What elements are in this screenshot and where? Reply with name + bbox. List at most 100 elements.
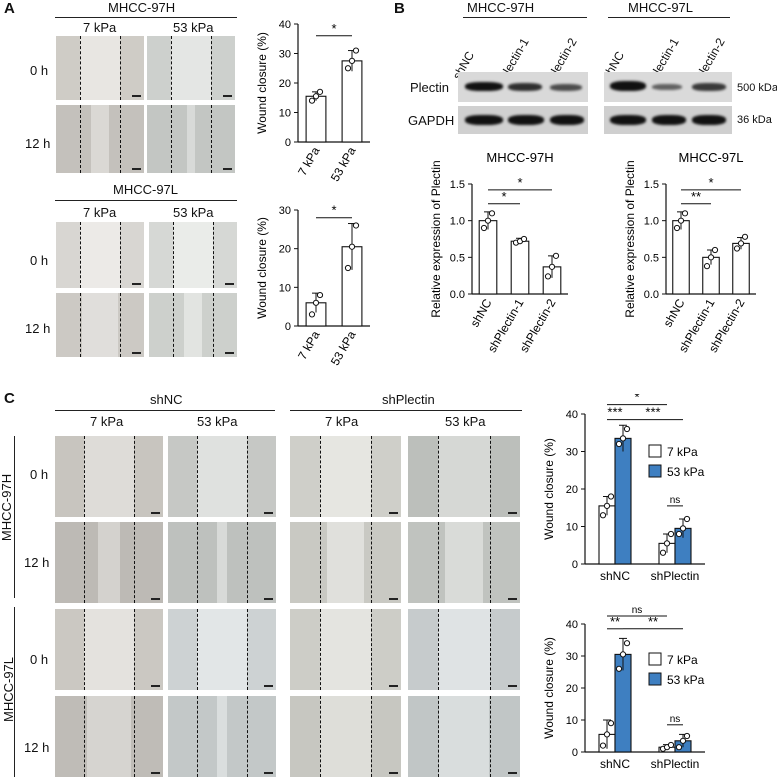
y-tick-label: 30 [279,205,291,217]
a-top-cell-label: MHCC-97H [108,0,176,15]
data-point [344,264,352,272]
c-row1-bracket [14,436,15,598]
a-bottom-t12: 12 h [25,321,51,336]
y-tick-label: 0.5 [644,252,659,264]
c-row-cell-97l: MHCC-97L [1,656,17,723]
c-t12-b: 12 h [24,740,50,755]
data-point [673,224,681,232]
data-point [344,65,352,72]
a-bottom-t0: 0 h [30,253,49,268]
b-row-gapdh: GAPDH [408,113,455,128]
data-point [603,731,611,738]
micrograph [290,522,401,603]
data-point [679,737,687,744]
micrograph [168,609,276,690]
micrograph [149,293,237,357]
data-point [607,720,615,727]
y-tick-label: 40 [566,619,578,631]
y-tick-label: 1.0 [450,216,465,228]
c-t12-a: 12 h [24,555,50,570]
x-tick-label: shNC [600,569,630,583]
y-tick-label: 1.5 [450,179,465,191]
y-tick-label: 10 [566,715,578,727]
micrograph [56,293,144,357]
legend-label: 7 kPa [667,653,698,667]
data-point [599,512,607,519]
data-point [312,299,320,306]
a-top-t12: 12 h [25,136,51,151]
y-axis-label: Wound closure (%) [255,217,269,319]
a-bottom-divider [55,200,237,201]
data-point [348,57,356,64]
significance-label: ns [632,605,643,616]
legend-swatch [648,672,662,686]
data-point [677,217,685,224]
western-blot-plectin-97h [458,72,588,102]
b-kda-36: 36 kDa [737,114,772,126]
c-t0-a: 0 h [30,467,49,482]
bar [510,240,530,295]
b-cell-h: MHCC-97H [467,0,535,15]
y-tick-label: 1.0 [644,216,659,228]
significance-label: *** [607,405,622,420]
micrograph [168,522,276,603]
y-tick-label: 20 [279,244,291,256]
y-tick-label: 10 [279,108,291,120]
a-top-t0: 0 h [30,63,49,78]
y-axis-label: Relative expression of Plectin [429,160,443,317]
data-point [733,245,741,252]
micrograph [147,36,235,100]
micrograph [149,222,237,288]
c-cond2-b: 53 kPa [445,414,486,429]
y-tick-label: 30 [566,447,578,459]
micrograph [56,36,144,100]
c-row-cell-97h: MHCC-97H [0,473,15,542]
data-point [623,640,631,647]
x-tick-label: shNC [600,757,630,771]
data-point [615,440,623,448]
significance-label: * [517,175,522,190]
data-point [711,246,719,254]
data-point [667,741,675,749]
a-top-cond1: 7 kPa [83,20,117,35]
bar [614,437,632,565]
y-tick-label: 20 [566,683,578,695]
b-kda-500: 500 kDa [737,82,777,94]
y-tick-label: 10 [279,282,291,294]
data-point [667,530,675,538]
x-tick-label: 7 kPa [295,144,323,178]
data-point [737,240,745,247]
c-t0-b: 0 h [30,652,49,667]
micrograph [168,436,276,517]
a-bottom-cond1: 7 kPa [83,205,117,220]
data-point [312,93,320,100]
y-tick-label: 20 [566,484,578,496]
y-tick-label: 0 [572,559,578,571]
micrograph [147,105,235,173]
data-point [707,254,715,261]
a-top-divider [55,17,237,18]
significance-label: * [708,175,713,190]
panel-label-b: B [394,0,405,17]
data-point [741,233,749,240]
x-tick-label: shPlectin [651,569,700,583]
data-point [520,235,528,243]
y-tick-label: 30 [279,49,291,61]
y-tick-label: 0 [572,747,578,759]
data-point [663,540,671,547]
x-tick-label: 53 kPa [328,328,359,366]
a-bottom-cell-label: MHCC-97L [113,182,179,197]
c-group-shplectin: shPlectin [382,392,435,407]
y-axis-label: Wound closure (%) [255,32,269,134]
data-point [619,651,627,658]
bar [672,220,690,295]
data-point [675,530,683,538]
data-point [316,291,324,299]
bar [305,95,327,143]
y-axis-label: Wound closure (%) [542,438,556,540]
chart-b1: 0.0 0.5 1.0 1.5 Relative expression of Plect… [429,150,568,355]
micrograph [55,436,163,517]
chart-a2: 0 10 20 30 Wound closure (%) 7 kPa 53 kPa * [255,203,370,366]
y-tick-label: 40 [279,19,291,31]
data-point [623,425,631,433]
